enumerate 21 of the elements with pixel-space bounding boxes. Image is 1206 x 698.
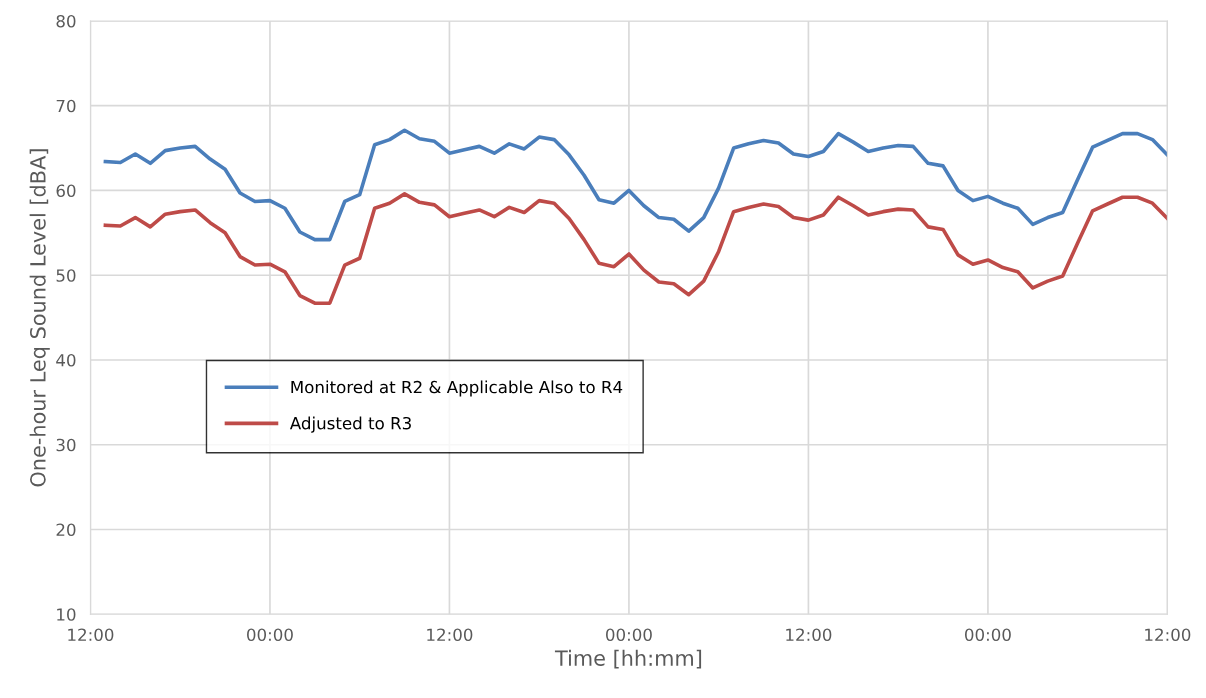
x-tick-label: 12:00 (68, 628, 114, 642)
x-tick-label: 12:00 (786, 628, 832, 642)
x-tick-label: 00:00 (606, 628, 652, 642)
y-tick-label: 60 (56, 184, 76, 198)
legend-label: Adjusted to R3 (289, 416, 411, 433)
line-series (103, 192, 1168, 305)
x-tick-label: 00:00 (247, 628, 293, 642)
y-tick-label: 40 (56, 353, 76, 367)
y-tick-label: 70 (56, 99, 76, 113)
x-tick-label: 00:00 (965, 628, 1011, 642)
y-tick-label: 30 (56, 438, 76, 452)
line-series (103, 128, 1168, 242)
y-axis-title: One-hour Leq Sound Level [dBA] (29, 149, 50, 487)
y-tick-label: 50 (56, 269, 76, 282)
y-tick-label: 20 (56, 523, 76, 537)
x-axis-title: Time [hh:mm] (554, 649, 702, 669)
y-tick-label: 10 (57, 608, 76, 621)
x-tick-label: 12:00 (1145, 628, 1191, 642)
x-tick-label: 12:00 (427, 628, 473, 642)
legend-label: Monitored at R2 & Applicable Also to R4 (291, 380, 623, 397)
y-tick-label: 80 (56, 14, 76, 28)
